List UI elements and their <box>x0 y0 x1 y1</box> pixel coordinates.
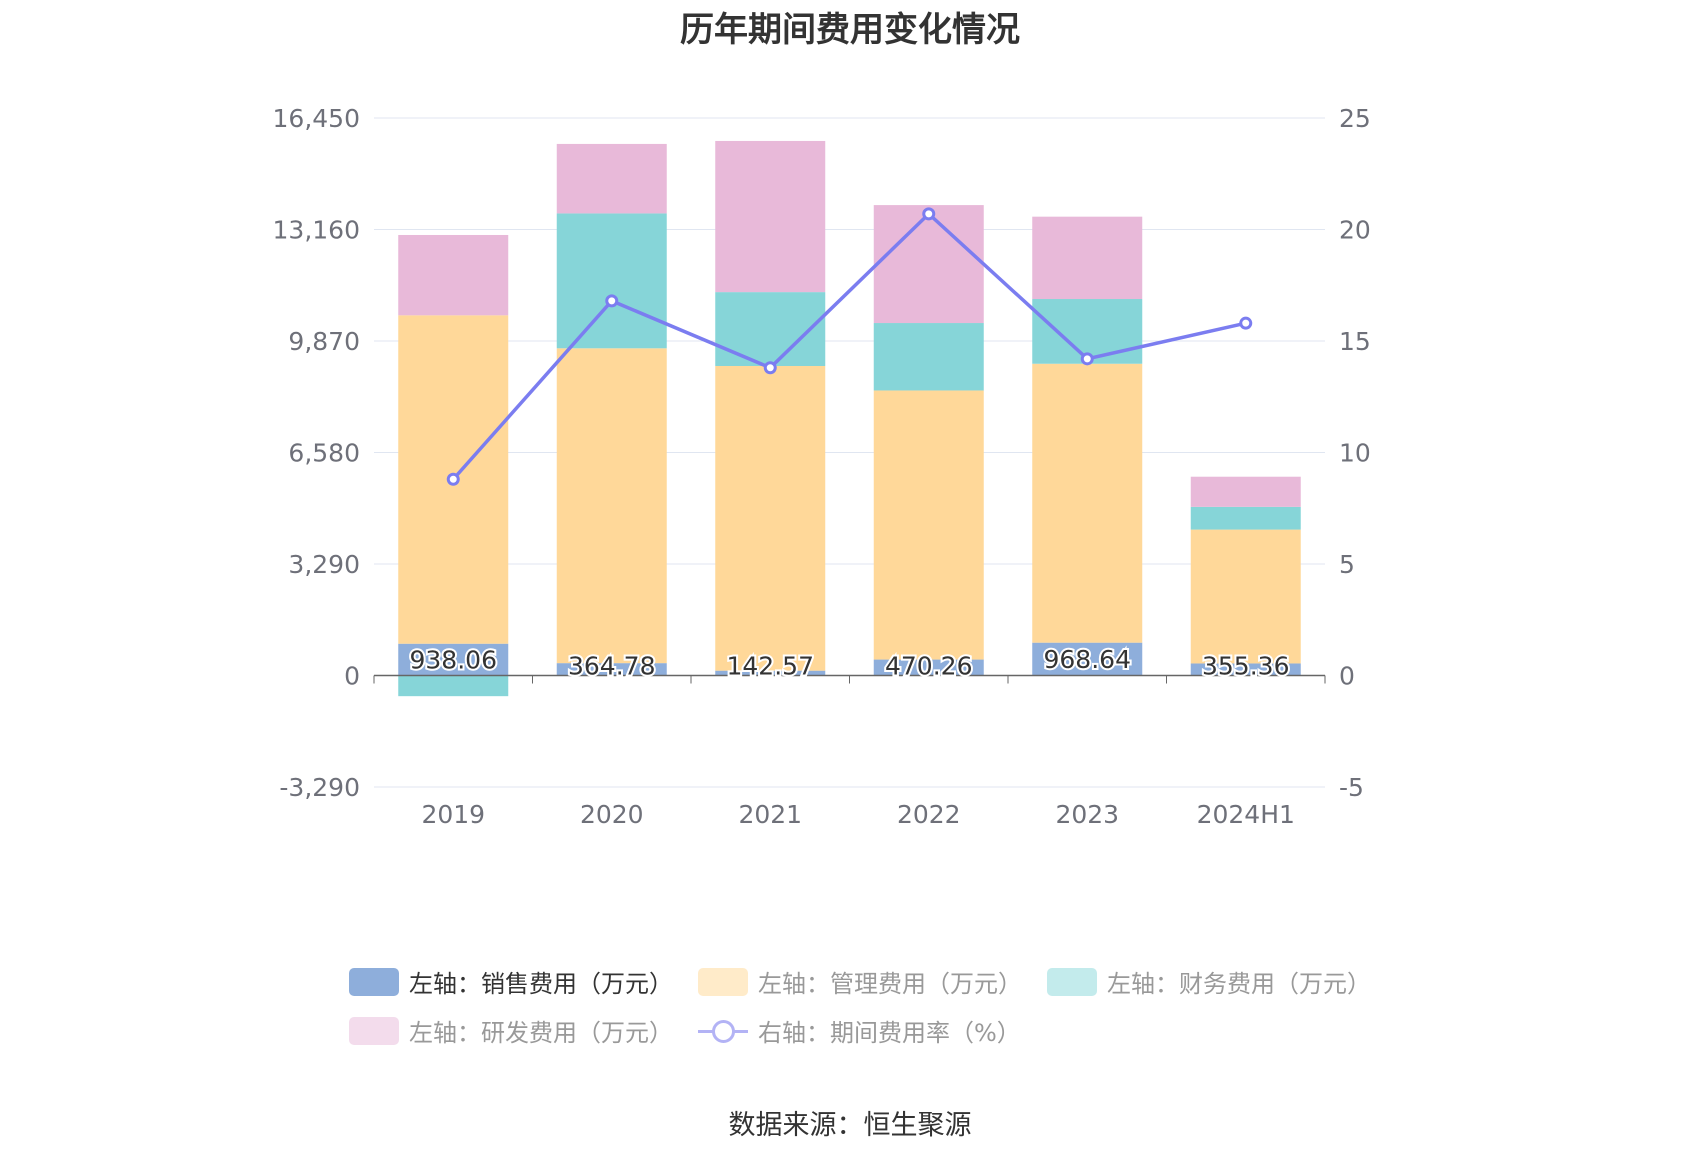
legend-swatch-finance <box>1047 967 1097 996</box>
legend-label-admin: 左轴：管理费用（万元） <box>758 970 1022 998</box>
legend-item-rd[interactable]: 左轴：研发费用（万元） <box>349 1013 673 1048</box>
x-tick-label: 2021 <box>738 800 802 829</box>
y-left-tick-label: 6,580 <box>288 439 360 468</box>
bar-segment <box>1032 216 1143 300</box>
axis-layer: 16,450 25 13,160 20 9,870 15 6,580 10 3,290 5 0 0 -3… <box>273 104 1371 829</box>
bar-segment <box>556 348 667 664</box>
legend-swatch-sales <box>349 967 399 996</box>
legend-item-finance[interactable]: 左轴：财务费用（万元） <box>1047 964 1371 999</box>
bar-segment <box>715 365 826 671</box>
bar-segment <box>398 675 509 697</box>
data-label: 364.78 <box>568 652 655 681</box>
rate-line <box>451 211 1247 481</box>
legend-swatch-rd <box>349 1016 399 1045</box>
bar-segment <box>1190 529 1301 664</box>
data-source: 数据来源：恒生聚源 <box>728 1110 972 1141</box>
bar-segment <box>398 643 509 676</box>
y-left-tick-label: 0 <box>344 662 360 691</box>
data-label: 968.64 <box>1044 645 1131 674</box>
legend-label-rate: 右轴：期间费用率（%） <box>758 1019 1021 1047</box>
bar-segment <box>873 659 984 676</box>
y-right-tick-label: 20 <box>1339 216 1371 245</box>
y-left-tick-label: -3,290 <box>279 773 360 802</box>
legend-item-rate[interactable]: 右轴：期间费用率（%） <box>698 1013 1021 1048</box>
x-tick-label: 2024H1 <box>1197 800 1295 829</box>
legend-label-sales: 左轴：销售费用（万元） <box>409 970 673 998</box>
bar-segment <box>1190 663 1301 676</box>
y-left-tick-label: 3,290 <box>288 550 360 579</box>
y-right-tick-label: 0 <box>1339 662 1355 691</box>
y-left-tick-label: 13,160 <box>273 216 360 245</box>
y-right-tick-label: 10 <box>1339 439 1371 468</box>
bar-segment <box>1190 506 1301 530</box>
legend-swatch-admin <box>698 967 748 996</box>
legend-item-admin[interactable]: 左轴：管理费用（万元） <box>698 964 1022 999</box>
data-label: 142.57 <box>727 652 814 681</box>
data-label-layer: 938.06 364.78 142.57 470.26 968.64 355.36 <box>408 643 1292 682</box>
x-tick-label: 2023 <box>1055 800 1119 829</box>
bar-segment <box>398 234 509 316</box>
rate-point <box>446 472 460 486</box>
bar-segment <box>873 205 984 324</box>
bar-segment <box>873 390 984 660</box>
y-right-tick-label: 5 <box>1339 550 1355 579</box>
rate-point <box>1239 316 1253 330</box>
x-tick-label: 2019 <box>421 800 485 829</box>
bar-segment <box>556 663 667 676</box>
bar-segment <box>1190 476 1301 507</box>
grid-lines <box>374 117 1325 788</box>
y-left-tick-label: 9,870 <box>288 327 360 356</box>
y-right-tick-label: 15 <box>1339 327 1371 356</box>
legend-label-rd: 左轴：研发费用（万元） <box>409 1019 673 1047</box>
chart-title: 历年期间费用变化情况 <box>680 10 1020 50</box>
bar-segment <box>556 143 667 214</box>
bar-segment <box>556 213 667 349</box>
bar-segment <box>715 140 826 293</box>
bar-segment <box>715 670 826 676</box>
data-label: 938.06 <box>410 646 497 675</box>
rate-point <box>1080 352 1094 366</box>
y-left-tick-label: 16,450 <box>273 104 360 133</box>
rate-point <box>763 361 777 375</box>
x-tick-label: 2020 <box>580 800 644 829</box>
legend-swatch-rate <box>698 1017 748 1045</box>
y-right-tick-label: 25 <box>1339 104 1371 133</box>
data-label: 355.36 <box>1202 652 1289 681</box>
bar-layer <box>398 140 1301 697</box>
bar-segment <box>1032 363 1143 643</box>
rate-line-layer <box>446 207 1253 486</box>
x-tick-label: 2022 <box>897 800 961 829</box>
data-label: 470.26 <box>885 652 972 681</box>
legend-item-sales[interactable]: 左轴：销售费用（万元） <box>349 964 673 999</box>
y-right-tick-label: -5 <box>1339 773 1364 802</box>
rate-point <box>922 207 936 221</box>
legend-label-finance: 左轴：财务费用（万元） <box>1107 970 1371 998</box>
rate-point <box>605 294 619 308</box>
bar-segment <box>1032 642 1143 676</box>
bar-segment <box>873 323 984 391</box>
